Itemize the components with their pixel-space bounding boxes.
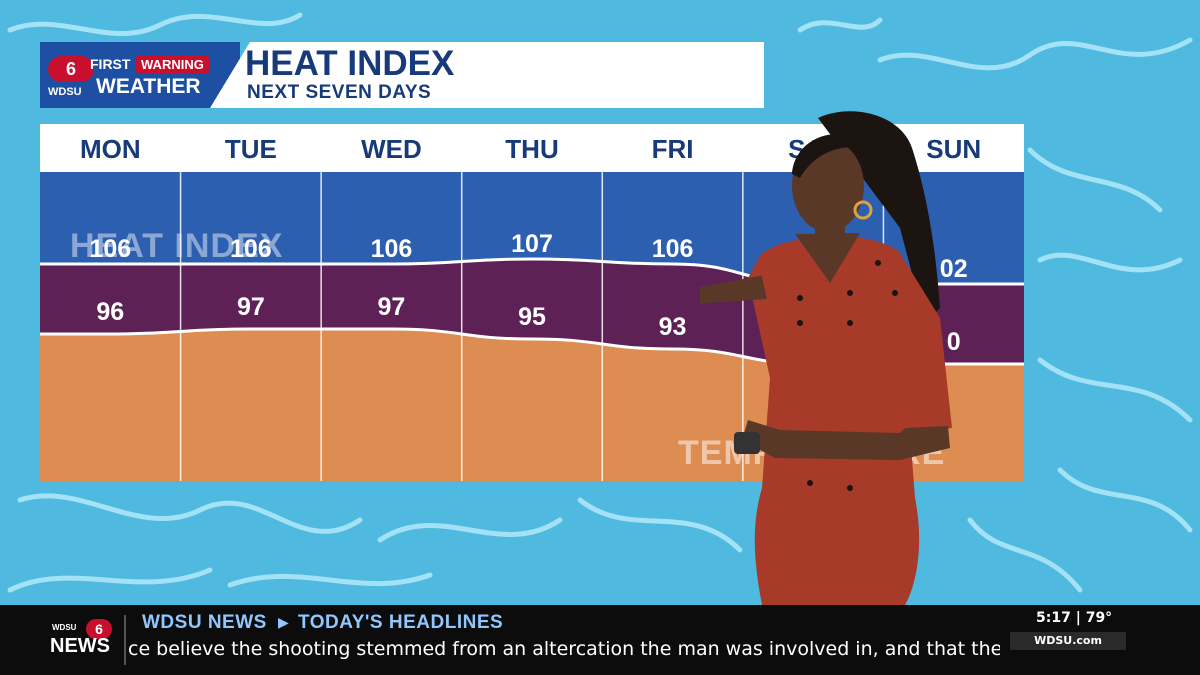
- day-label-wed: WED: [361, 134, 422, 164]
- temperature-value-fri: 93: [659, 313, 687, 341]
- logo-warning-text: WARNING: [136, 56, 209, 73]
- day-label-thu: THU: [505, 134, 558, 164]
- ticker-channel-badge: 6: [86, 619, 112, 639]
- heat-index-value-thu: 107: [511, 230, 553, 258]
- ticker-divider: [124, 615, 126, 665]
- ticker-website: WDSU.com: [1010, 632, 1126, 650]
- play-arrow-icon: ▶: [278, 615, 289, 631]
- wdsu-news-logo: 6 WDSU NEWS: [48, 619, 116, 659]
- ticker-time-temp: 5:17 | 79°: [1036, 610, 1112, 626]
- first-warning-weather-logo: 6 FIRST WARNING WDSU WEATHER: [40, 42, 240, 108]
- ticker-logo-news: NEWS: [50, 635, 110, 657]
- logo-station-text: WDSU: [48, 86, 82, 98]
- ticker-headline: ce believe the shooting stemmed from an …: [128, 638, 1000, 660]
- heat-index-band-label: HEAT INDEX: [70, 227, 283, 265]
- heat-index-value-wed: 106: [371, 235, 413, 263]
- day-label-tue: TUE: [225, 134, 277, 164]
- chart-title: HEAT INDEX: [245, 44, 455, 83]
- day-label-sun: SUN: [926, 134, 981, 164]
- ticker-logo-station: WDSU: [52, 623, 77, 632]
- news-ticker: 6 WDSU NEWS WDSU NEWS ▶ TODAY'S HEADLINE…: [0, 605, 1200, 675]
- temperature-value-sun: 0: [947, 328, 961, 356]
- logo-first-text: FIRST: [90, 56, 131, 72]
- presenter-figure: [700, 111, 952, 605]
- channel-6-badge: 6: [48, 56, 94, 82]
- graphic-header: 6 FIRST WARNING WDSU WEATHER HEAT INDEX …: [40, 42, 764, 108]
- temperature-value-thu: 95: [518, 303, 546, 331]
- heat-index-value-fri: 106: [652, 235, 694, 263]
- ticker-brand: WDSU NEWS: [142, 612, 267, 633]
- ticker-time-separator: |: [1075, 610, 1086, 626]
- heat-index-value-sun: 02: [940, 255, 968, 283]
- temperature-value-tue: 97: [237, 293, 265, 321]
- day-label-mon: MON: [80, 134, 141, 164]
- chart-subtitle: NEXT SEVEN DAYS: [247, 82, 432, 103]
- heat-index-value-tue: 106: [230, 235, 272, 263]
- day-label-fri: FRI: [652, 134, 694, 164]
- temperature-value-wed: 97: [378, 293, 406, 321]
- logo-weather-text: WEATHER: [96, 75, 201, 98]
- ticker-time: 5:17: [1036, 610, 1071, 626]
- header-title-panel: [210, 42, 764, 108]
- heat-index-value-mon: 106: [89, 235, 131, 263]
- ticker-temp: 79°: [1085, 610, 1113, 626]
- temperature-value-mon: 96: [96, 298, 124, 326]
- ticker-section: TODAY'S HEADLINES: [298, 612, 504, 633]
